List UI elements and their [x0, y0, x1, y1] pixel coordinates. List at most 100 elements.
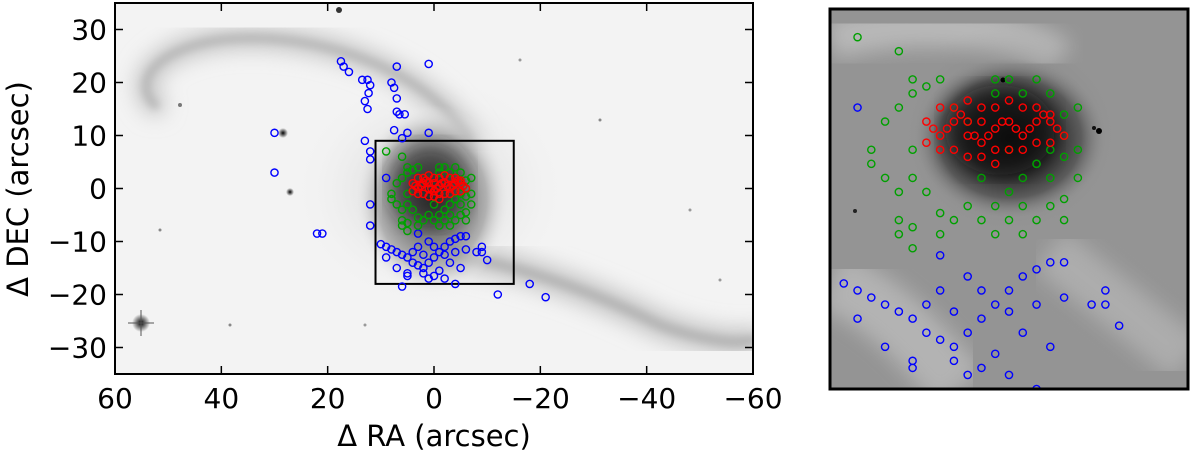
inset-scatter-point [977, 103, 986, 112]
inset-scatter-point [956, 110, 966, 119]
inset-scatter-point [949, 145, 959, 155]
inset-scatter-point [935, 131, 945, 140]
scatter-point [413, 162, 423, 172]
inset-scatter-point [853, 286, 862, 295]
y-tick-label: 20 [71, 67, 107, 100]
inset-scatter-point [1004, 187, 1014, 197]
main-scatter-points [270, 57, 550, 302]
scatter-point [435, 162, 444, 172]
scatter-point [387, 189, 396, 199]
inset-scatter-point [880, 117, 890, 126]
scatter-point [541, 292, 550, 302]
inset-scatter-point [949, 342, 959, 352]
scatter-point [403, 128, 412, 138]
inset-scatter-point [984, 131, 993, 140]
inset-scatter-point [922, 138, 931, 148]
inset-scatter-point [867, 159, 876, 169]
inset-scatter-point [935, 335, 945, 345]
scatter-point [429, 242, 439, 252]
scatter-point [408, 205, 418, 214]
scatter-point [461, 231, 471, 241]
inset-scatter-point [949, 103, 959, 112]
scatter-point [400, 110, 410, 119]
inset-scatter-point [928, 124, 938, 133]
scatter-point [365, 200, 375, 209]
scatter-point [435, 221, 444, 230]
inset-scatter-point [1018, 328, 1028, 338]
scatter-point [450, 194, 460, 204]
scatter-point [365, 80, 375, 90]
x-tick-label: 0 [425, 382, 443, 415]
x-tick-label: 20 [310, 382, 346, 415]
inset-scatter-point [1073, 173, 1083, 183]
scatter-point [440, 242, 449, 252]
inset-scatter-point [990, 300, 1000, 309]
scatter-point [413, 242, 423, 252]
scatter-point [435, 189, 444, 199]
scatter-point [419, 178, 428, 188]
scatter-point [429, 200, 439, 209]
inset-scatter-point [1073, 145, 1083, 155]
inset-scatter-point [977, 152, 986, 162]
inset-panel [813, 7, 1190, 391]
inset-scatter-point [1059, 293, 1069, 302]
inset-scatter-point [867, 145, 876, 155]
scatter-point [456, 231, 465, 241]
inset-scatter-point [935, 208, 945, 218]
inset-scatter-point [977, 173, 986, 183]
inset-scatter-point [990, 159, 1000, 169]
inset-scatter-point [1004, 307, 1014, 316]
scatter-point [442, 181, 452, 191]
scatter-point [445, 221, 455, 230]
scatter-point [408, 178, 418, 188]
inset-scatter-point [908, 173, 917, 183]
inset-scatter-point [990, 89, 1000, 98]
inset-scatter-point [990, 349, 1000, 359]
scatter-point [403, 271, 412, 281]
x-tick-label: −40 [617, 382, 676, 415]
inset-scatter-point [963, 201, 972, 211]
inset-scatter-point [853, 103, 862, 112]
scatter-point [318, 229, 327, 238]
scatter-point [456, 178, 465, 188]
scatter-point [466, 173, 476, 183]
scatter-point [397, 221, 407, 230]
scatter-point [424, 237, 433, 246]
scatter-point [440, 215, 449, 225]
inset-scatter-point [1046, 173, 1055, 183]
scatter-point [424, 59, 433, 69]
inset-scatter-point [853, 32, 862, 42]
inset-scatter-point [813, 231, 820, 238]
scatter-point [525, 279, 535, 289]
scatter-point [456, 186, 465, 196]
inset-scatter-point [1059, 258, 1069, 267]
inset-scatter-point [1059, 131, 1069, 140]
scatter-point [381, 147, 391, 156]
scatter-point [392, 107, 402, 116]
scatter-point [435, 194, 444, 204]
scatter-point [445, 210, 455, 220]
inset-scatter-point [990, 124, 1000, 133]
scatter-point [416, 181, 426, 191]
inset-scatter-point [1059, 215, 1069, 225]
scatter-point [445, 200, 455, 209]
inset-scatter-point [990, 201, 1000, 211]
main-axis-ticks: 60 40 20 0 −20 −40 −60 30 20 10 0 −10 −20 −30 [48, 3, 783, 415]
inset-scatter-point [1018, 89, 1028, 98]
inset-scatter-point [990, 229, 1000, 239]
scatter-point [339, 62, 348, 71]
inset-scatter-point [935, 229, 945, 239]
inset-scatter-point [1032, 75, 1041, 84]
y-tick-label: 0 [89, 173, 107, 206]
inset-scatter-point [813, 174, 820, 181]
inset-scatter-point [1025, 124, 1034, 133]
scatter-point [381, 253, 391, 262]
scatter-point [364, 88, 373, 98]
inset-scatter-point [963, 328, 972, 338]
inset-scatter-point [1046, 201, 1055, 211]
inset-scatter-point [963, 96, 972, 105]
inset-scatter-point [963, 152, 972, 162]
inset-scatter-point [1018, 173, 1028, 183]
scatter-point [403, 253, 412, 262]
inset-scatter-point [922, 117, 931, 126]
